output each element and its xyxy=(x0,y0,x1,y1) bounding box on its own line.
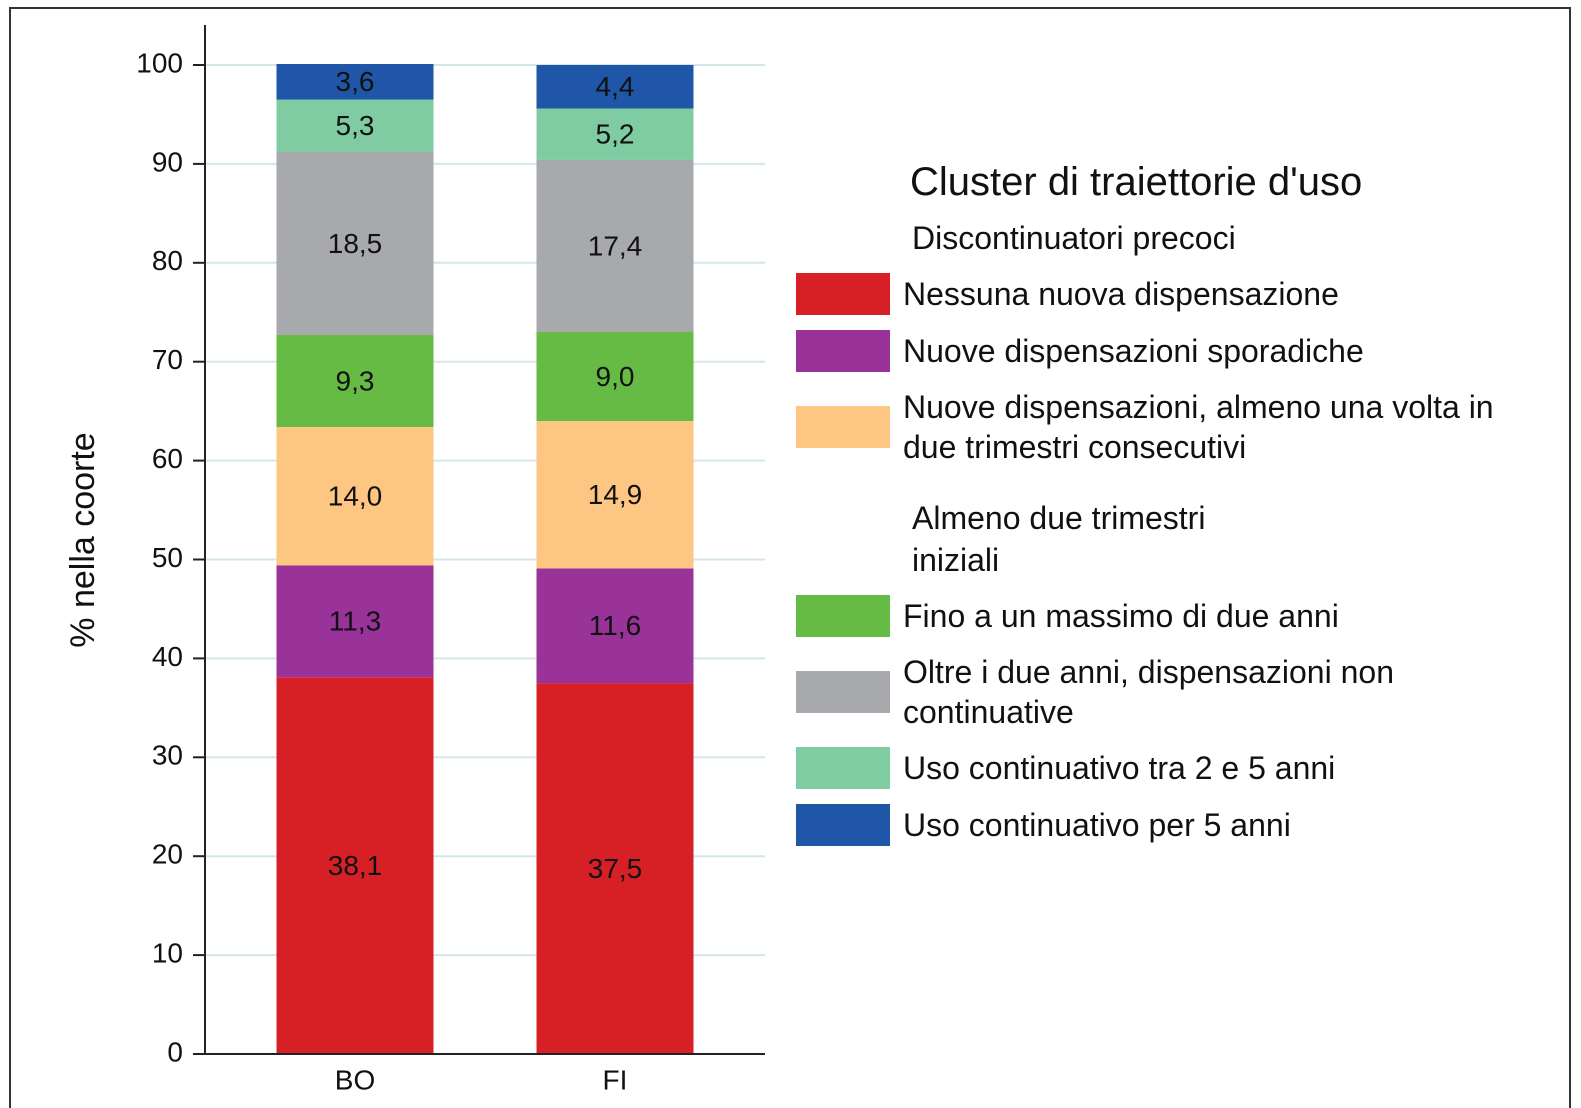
frame xyxy=(9,7,1571,1108)
value-label: 9,3 xyxy=(336,365,375,396)
legend-swatch xyxy=(796,330,890,372)
value-label: 5,3 xyxy=(336,110,375,141)
legend-entry: Nuove dispensazioni, almeno una volta in… xyxy=(796,387,1566,467)
legend-swatch xyxy=(796,595,890,637)
legend-group: Discontinuatori precoci Nessuna nuova dis… xyxy=(796,217,1566,467)
legend-entry: Fino a un massimo di due anni xyxy=(796,595,1566,637)
legend-entry: Oltre i due anni, dispensazioni non cont… xyxy=(796,652,1566,732)
bar-segment xyxy=(276,565,434,678)
bar-segment xyxy=(276,426,434,566)
legend-label: Nuove dispensazioni, almeno una volta in… xyxy=(903,389,1494,465)
legend-label: Fino a un massimo di due anni xyxy=(903,598,1339,634)
legend-entry: Nuove dispensazioni sporadiche xyxy=(796,330,1566,372)
y-tick-label: 100 xyxy=(136,47,183,78)
legend-group-title: Almeno due trimestri iniziali xyxy=(912,500,1206,578)
value-label: 14,9 xyxy=(588,479,643,510)
legend-label: Nuove dispensazioni sporadiche xyxy=(903,333,1364,369)
bar-segment xyxy=(536,108,694,160)
legend-entry: Nessuna nuova dispensazione xyxy=(796,273,1566,315)
y-tick-label: 10 xyxy=(152,937,183,968)
legend-label: Uso continuativo tra 2 e 5 anni xyxy=(903,750,1336,786)
y-tick-label: 60 xyxy=(152,443,183,474)
bar-segment xyxy=(276,64,434,100)
legend-swatch xyxy=(796,406,890,448)
value-label: 4,4 xyxy=(596,71,635,102)
y-axis-label: % nella coorte xyxy=(64,432,102,647)
value-label: 38,1 xyxy=(328,850,383,881)
y-tick-label: 20 xyxy=(152,839,183,870)
value-label: 11,6 xyxy=(589,610,641,641)
legend-entry: Uso continuativo per 5 anni xyxy=(796,804,1566,846)
y-tick-label: 30 xyxy=(152,740,183,771)
value-label: 9,0 xyxy=(596,361,635,392)
value-label: 3,6 xyxy=(336,66,375,97)
bar-segment xyxy=(276,677,434,1054)
legend: Cluster di traiettorie d'uso Discontinua… xyxy=(796,160,1566,861)
bar-segment xyxy=(536,65,694,109)
value-label: 5,2 xyxy=(596,119,635,150)
x-tick-label: BO xyxy=(335,1064,375,1095)
y-tick-label: 40 xyxy=(152,641,183,672)
bar-segment xyxy=(536,332,694,422)
y-tick-label: 50 xyxy=(152,542,183,573)
legend-group-title: Discontinuatori precoci xyxy=(912,220,1236,256)
value-label: 11,3 xyxy=(329,606,381,637)
bar-segment xyxy=(536,568,694,684)
legend-title: Cluster di traiettorie d'uso xyxy=(910,160,1363,204)
y-tick-label: 90 xyxy=(152,146,183,177)
legend-label: Nessuna nuova dispensazione xyxy=(903,276,1339,312)
legend-label: Oltre i due anni, dispensazioni non cont… xyxy=(903,654,1394,730)
value-label: 17,4 xyxy=(588,230,643,261)
bar-segment xyxy=(276,334,434,427)
bar-segment xyxy=(536,159,694,333)
legend-entry: Uso continuativo tra 2 e 5 anni xyxy=(796,747,1566,789)
legend-label: Uso continuativo per 5 anni xyxy=(903,807,1291,843)
bar-segment xyxy=(536,683,694,1054)
y-tick-label: 70 xyxy=(152,344,183,375)
legend-swatch xyxy=(796,671,890,713)
value-label: 37,5 xyxy=(588,853,643,884)
y-tick-label: 0 xyxy=(167,1036,183,1067)
x-tick-label: FI xyxy=(603,1064,628,1095)
y-tick-label: 80 xyxy=(152,245,183,276)
value-label: 18,5 xyxy=(328,228,383,259)
legend-group: Almeno due trimestri iniziali Fino a un m… xyxy=(796,497,1566,846)
bar-segment xyxy=(276,99,434,153)
legend-swatch xyxy=(796,273,890,315)
bar-segment xyxy=(276,152,434,335)
legend-swatch xyxy=(796,804,890,846)
legend-swatch xyxy=(796,747,890,789)
value-label: 14,0 xyxy=(328,481,383,512)
bar-segment xyxy=(536,421,694,569)
